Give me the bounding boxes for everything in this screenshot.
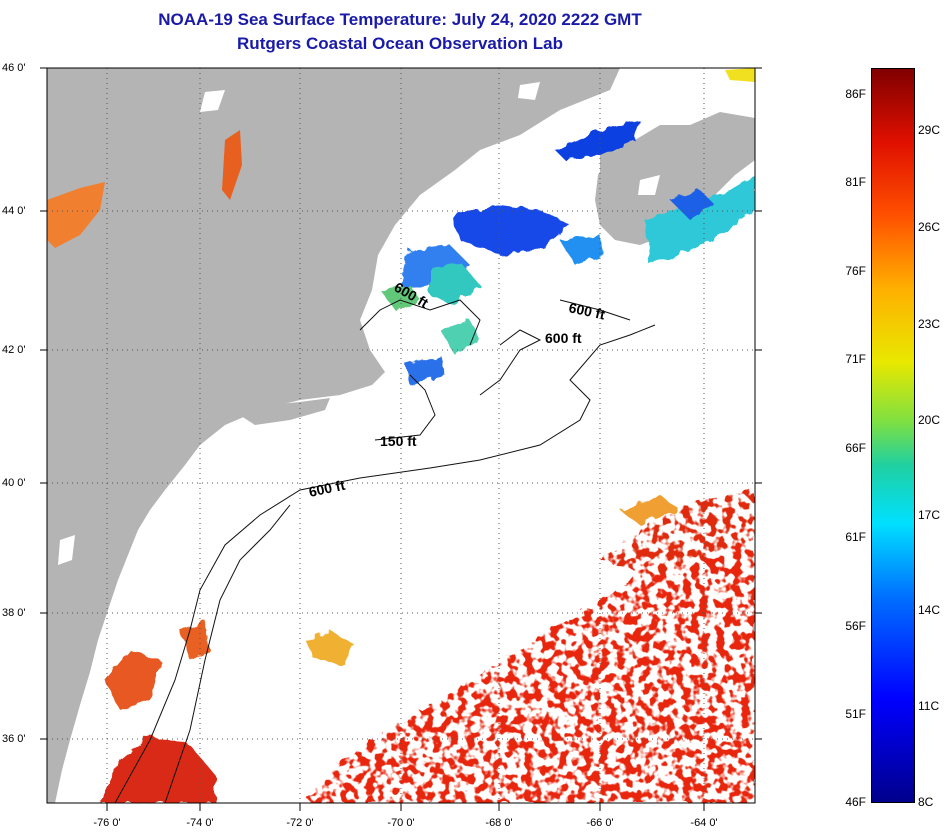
- contour-label-600ft-shelf: 600 ft: [307, 477, 346, 500]
- graticule: [47, 68, 755, 803]
- gulf-of-maine-cyan-water: [430, 262, 480, 305]
- colorbar-f-label: 81F: [845, 175, 866, 189]
- contour-label-150ft: 150 ft: [380, 433, 417, 449]
- georges-bank-cool-water: [440, 320, 480, 355]
- scotian-shelf-cool-water: [645, 175, 755, 265]
- colorbar-f-label: 51F: [845, 707, 866, 721]
- lat-label-36: 36 0': [2, 733, 26, 745]
- colorbar-c-label: 14C: [918, 603, 941, 617]
- offshore-cool-water: [560, 235, 605, 265]
- scotian-shelf-cold-water: [670, 190, 715, 220]
- axis-ticks: [40, 67, 762, 811]
- cape-cod-cool-water: [405, 355, 445, 385]
- lon-label-64: -64 0': [690, 817, 718, 829]
- colorbar-f-label: 76F: [845, 264, 866, 278]
- lon-label-70: -70 0': [387, 817, 415, 829]
- warm-corner-patch: [725, 68, 755, 82]
- lake-ontario-sst: [47, 182, 105, 248]
- colorbar-c-label: 17C: [918, 508, 941, 522]
- map-subtitle: Rutgers Coastal Ocean Observation Lab: [237, 34, 563, 53]
- cool-water-patch: [305, 630, 355, 665]
- land-cloud-patch: [200, 90, 225, 112]
- lon-label-74: -74 0': [186, 817, 214, 829]
- colorbar-c-label: 20C: [918, 413, 941, 427]
- colorbar-f-label: 61F: [845, 530, 866, 544]
- contour-label-600ft-northeast: 600 ft: [567, 299, 606, 322]
- land-cloud-patch-2: [518, 82, 540, 100]
- gulf-of-maine-cool-water: [400, 245, 470, 290]
- lat-label-46: 46 0': [2, 62, 26, 74]
- lon-label-68: -68 0': [485, 817, 513, 829]
- long-island: [235, 398, 330, 425]
- gulf-of-maine-cold-water: [450, 205, 570, 255]
- lat-label-40: 40 0': [2, 477, 26, 489]
- depth-contours: [114, 299, 656, 803]
- map-title: NOAA-19 Sea Surface Temperature: July 24…: [158, 10, 642, 29]
- contour-label-600ft-georges: 600 ft: [545, 330, 582, 346]
- lat-label-42: 42 0': [2, 344, 26, 356]
- warm-eddy-patch: [620, 495, 680, 525]
- colorbar-f-label: 46F: [845, 795, 866, 809]
- colorbar-c-label: 26C: [918, 220, 941, 234]
- colorbar-f-label: 71F: [845, 352, 866, 366]
- lon-label-72: -72 0': [286, 817, 314, 829]
- lon-label-76: -76 0': [93, 817, 121, 829]
- colorbar-c-label: 8C: [918, 795, 934, 809]
- colorbar-f-label: 66F: [845, 441, 866, 455]
- colorbar-c-label: 23C: [918, 317, 941, 331]
- colorbar-c-label: 29C: [918, 123, 941, 137]
- lake-champlain-sst: [222, 130, 242, 200]
- colorbar-c-label: 11C: [918, 699, 940, 713]
- land-cloud-patch-3: [58, 535, 75, 565]
- coastal-warm-patch: [105, 650, 160, 710]
- temperature-colorbar: [871, 68, 915, 803]
- colorbar-f-label: 56F: [845, 619, 866, 633]
- coastal-warm-patch-2: [180, 620, 210, 660]
- lon-label-66: -66 0': [586, 817, 614, 829]
- colorbar-f-label: 86F: [845, 87, 866, 101]
- bay-of-fundy-cold-water: [555, 120, 640, 160]
- lat-label-44: 44 0': [2, 205, 26, 217]
- us-mainland: [47, 68, 620, 803]
- lat-label-38: 38 0': [2, 607, 26, 619]
- gulf-stream-warm-water: [305, 485, 755, 803]
- coastal-warm-water: [100, 735, 215, 803]
- land-cloud-patch-4: [638, 175, 660, 195]
